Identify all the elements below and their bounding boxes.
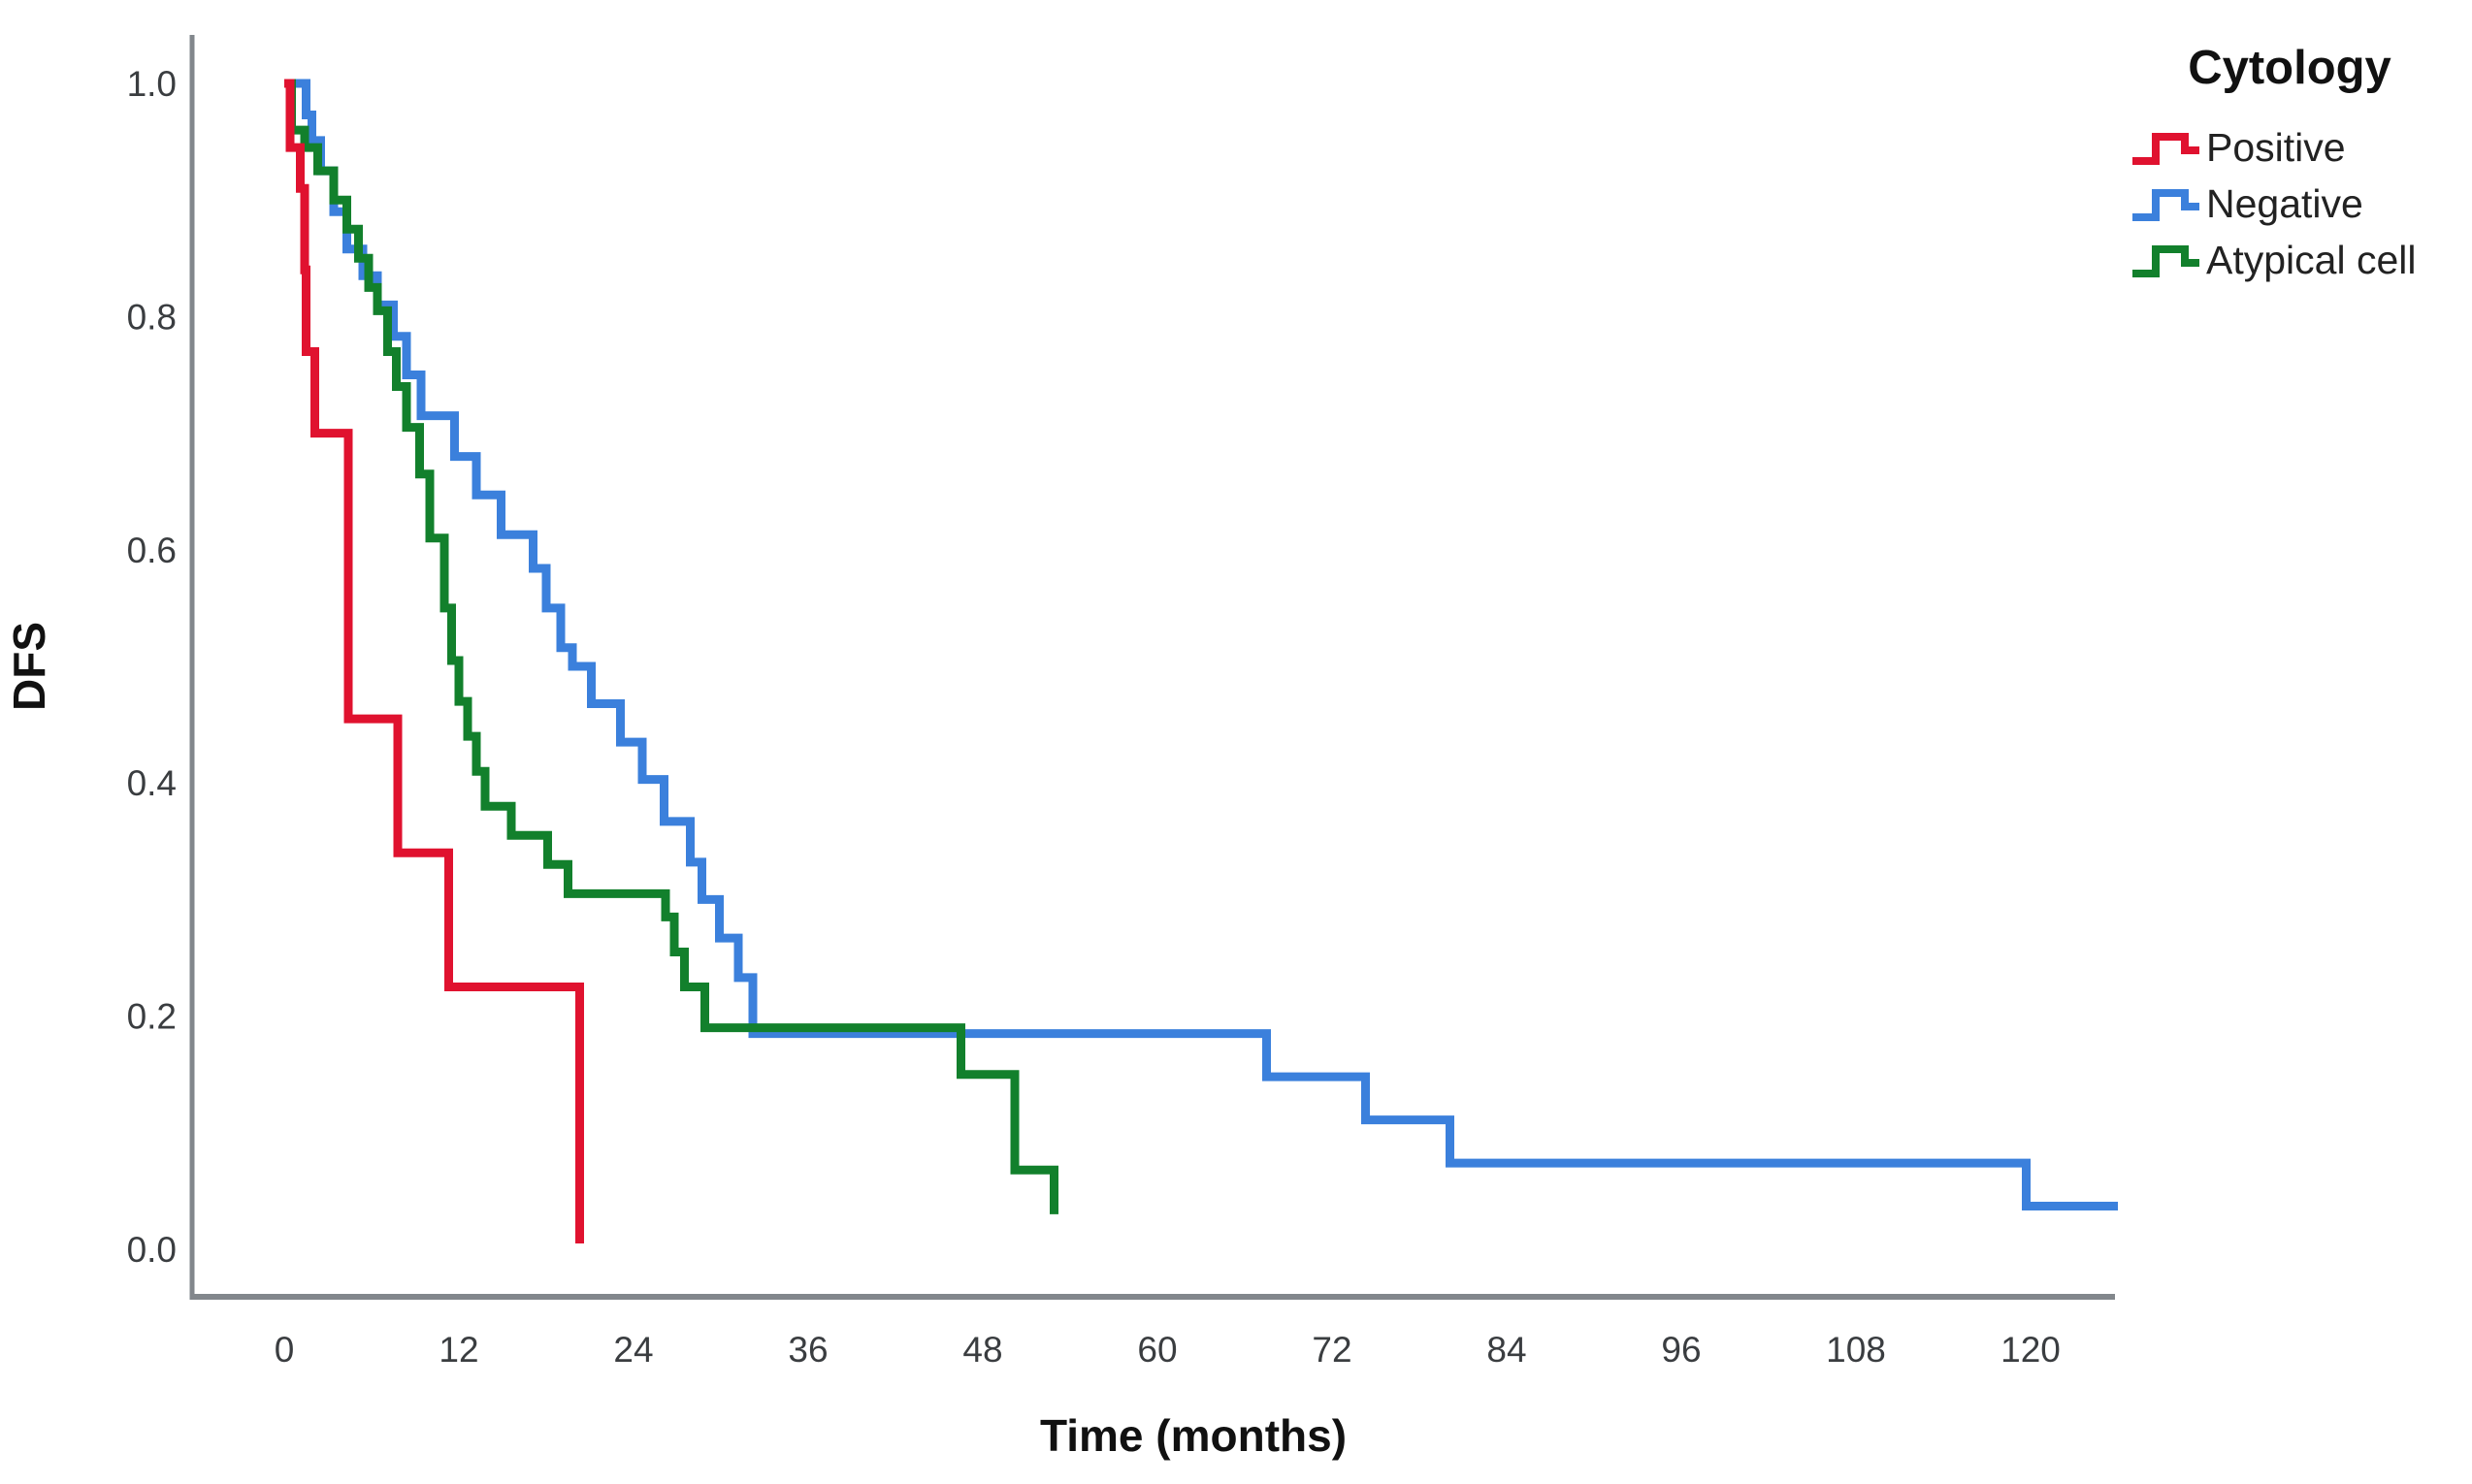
x-tick-label: 96: [1661, 1330, 1701, 1370]
legend-entry-label: Atypical cell: [2206, 238, 2416, 282]
legend-entry-atypical-cell: Atypical cell: [2132, 238, 2416, 282]
legend-entry-label: Positive: [2206, 125, 2346, 170]
legend: Cytology Positive Negative Atypical cell: [2132, 42, 2416, 282]
axes: [189, 35, 2115, 1300]
km-curves: [284, 79, 2118, 1243]
legend-key-line: [2132, 245, 2199, 277]
x-tick-label: 108: [1826, 1330, 1886, 1370]
legend-key-line: [2132, 133, 2199, 165]
x-tick-label: 84: [1486, 1330, 1526, 1370]
legend-entries: Positive Negative Atypical cell: [2132, 125, 2416, 282]
y-tick-label: 0.0: [127, 1230, 177, 1270]
x-axis-title: Time (months): [1040, 1410, 1347, 1461]
x-tick-label: 60: [1137, 1330, 1177, 1370]
x-tick-label: 0: [275, 1330, 295, 1370]
legend-key-line: [2132, 189, 2199, 221]
y-tick-label: 0.4: [127, 763, 177, 803]
km-curve-negative: [284, 79, 2118, 1210]
y-axis-tick-labels: 0.0 0.2 0.4 0.6 0.8 1.0: [127, 64, 177, 1270]
x-tick-label: 12: [439, 1330, 478, 1370]
x-tick-label: 48: [962, 1330, 1002, 1370]
x-tick-label: 72: [1312, 1330, 1351, 1370]
x-axis-tick-labels: 0 12 24 36 48 60 72 84 96 108 120: [275, 1330, 2061, 1370]
y-tick-label: 0.8: [127, 297, 177, 337]
legend-entry-negative: Negative: [2132, 181, 2363, 226]
x-tick-label: 120: [2000, 1330, 2061, 1370]
legend-entry-positive: Positive: [2132, 125, 2346, 170]
km-curve-positive: [284, 79, 584, 1243]
y-axis-title: DFS: [4, 622, 54, 711]
y-tick-label: 0.2: [127, 997, 177, 1037]
km-curve-atypical-cell: [284, 79, 1058, 1214]
legend-title: Cytology: [2188, 42, 2391, 94]
x-tick-label: 24: [613, 1330, 653, 1370]
legend-entry-label: Negative: [2206, 181, 2363, 226]
y-tick-label: 1.0: [127, 64, 177, 104]
y-tick-label: 0.6: [127, 531, 177, 570]
x-tick-label: 36: [788, 1330, 828, 1370]
